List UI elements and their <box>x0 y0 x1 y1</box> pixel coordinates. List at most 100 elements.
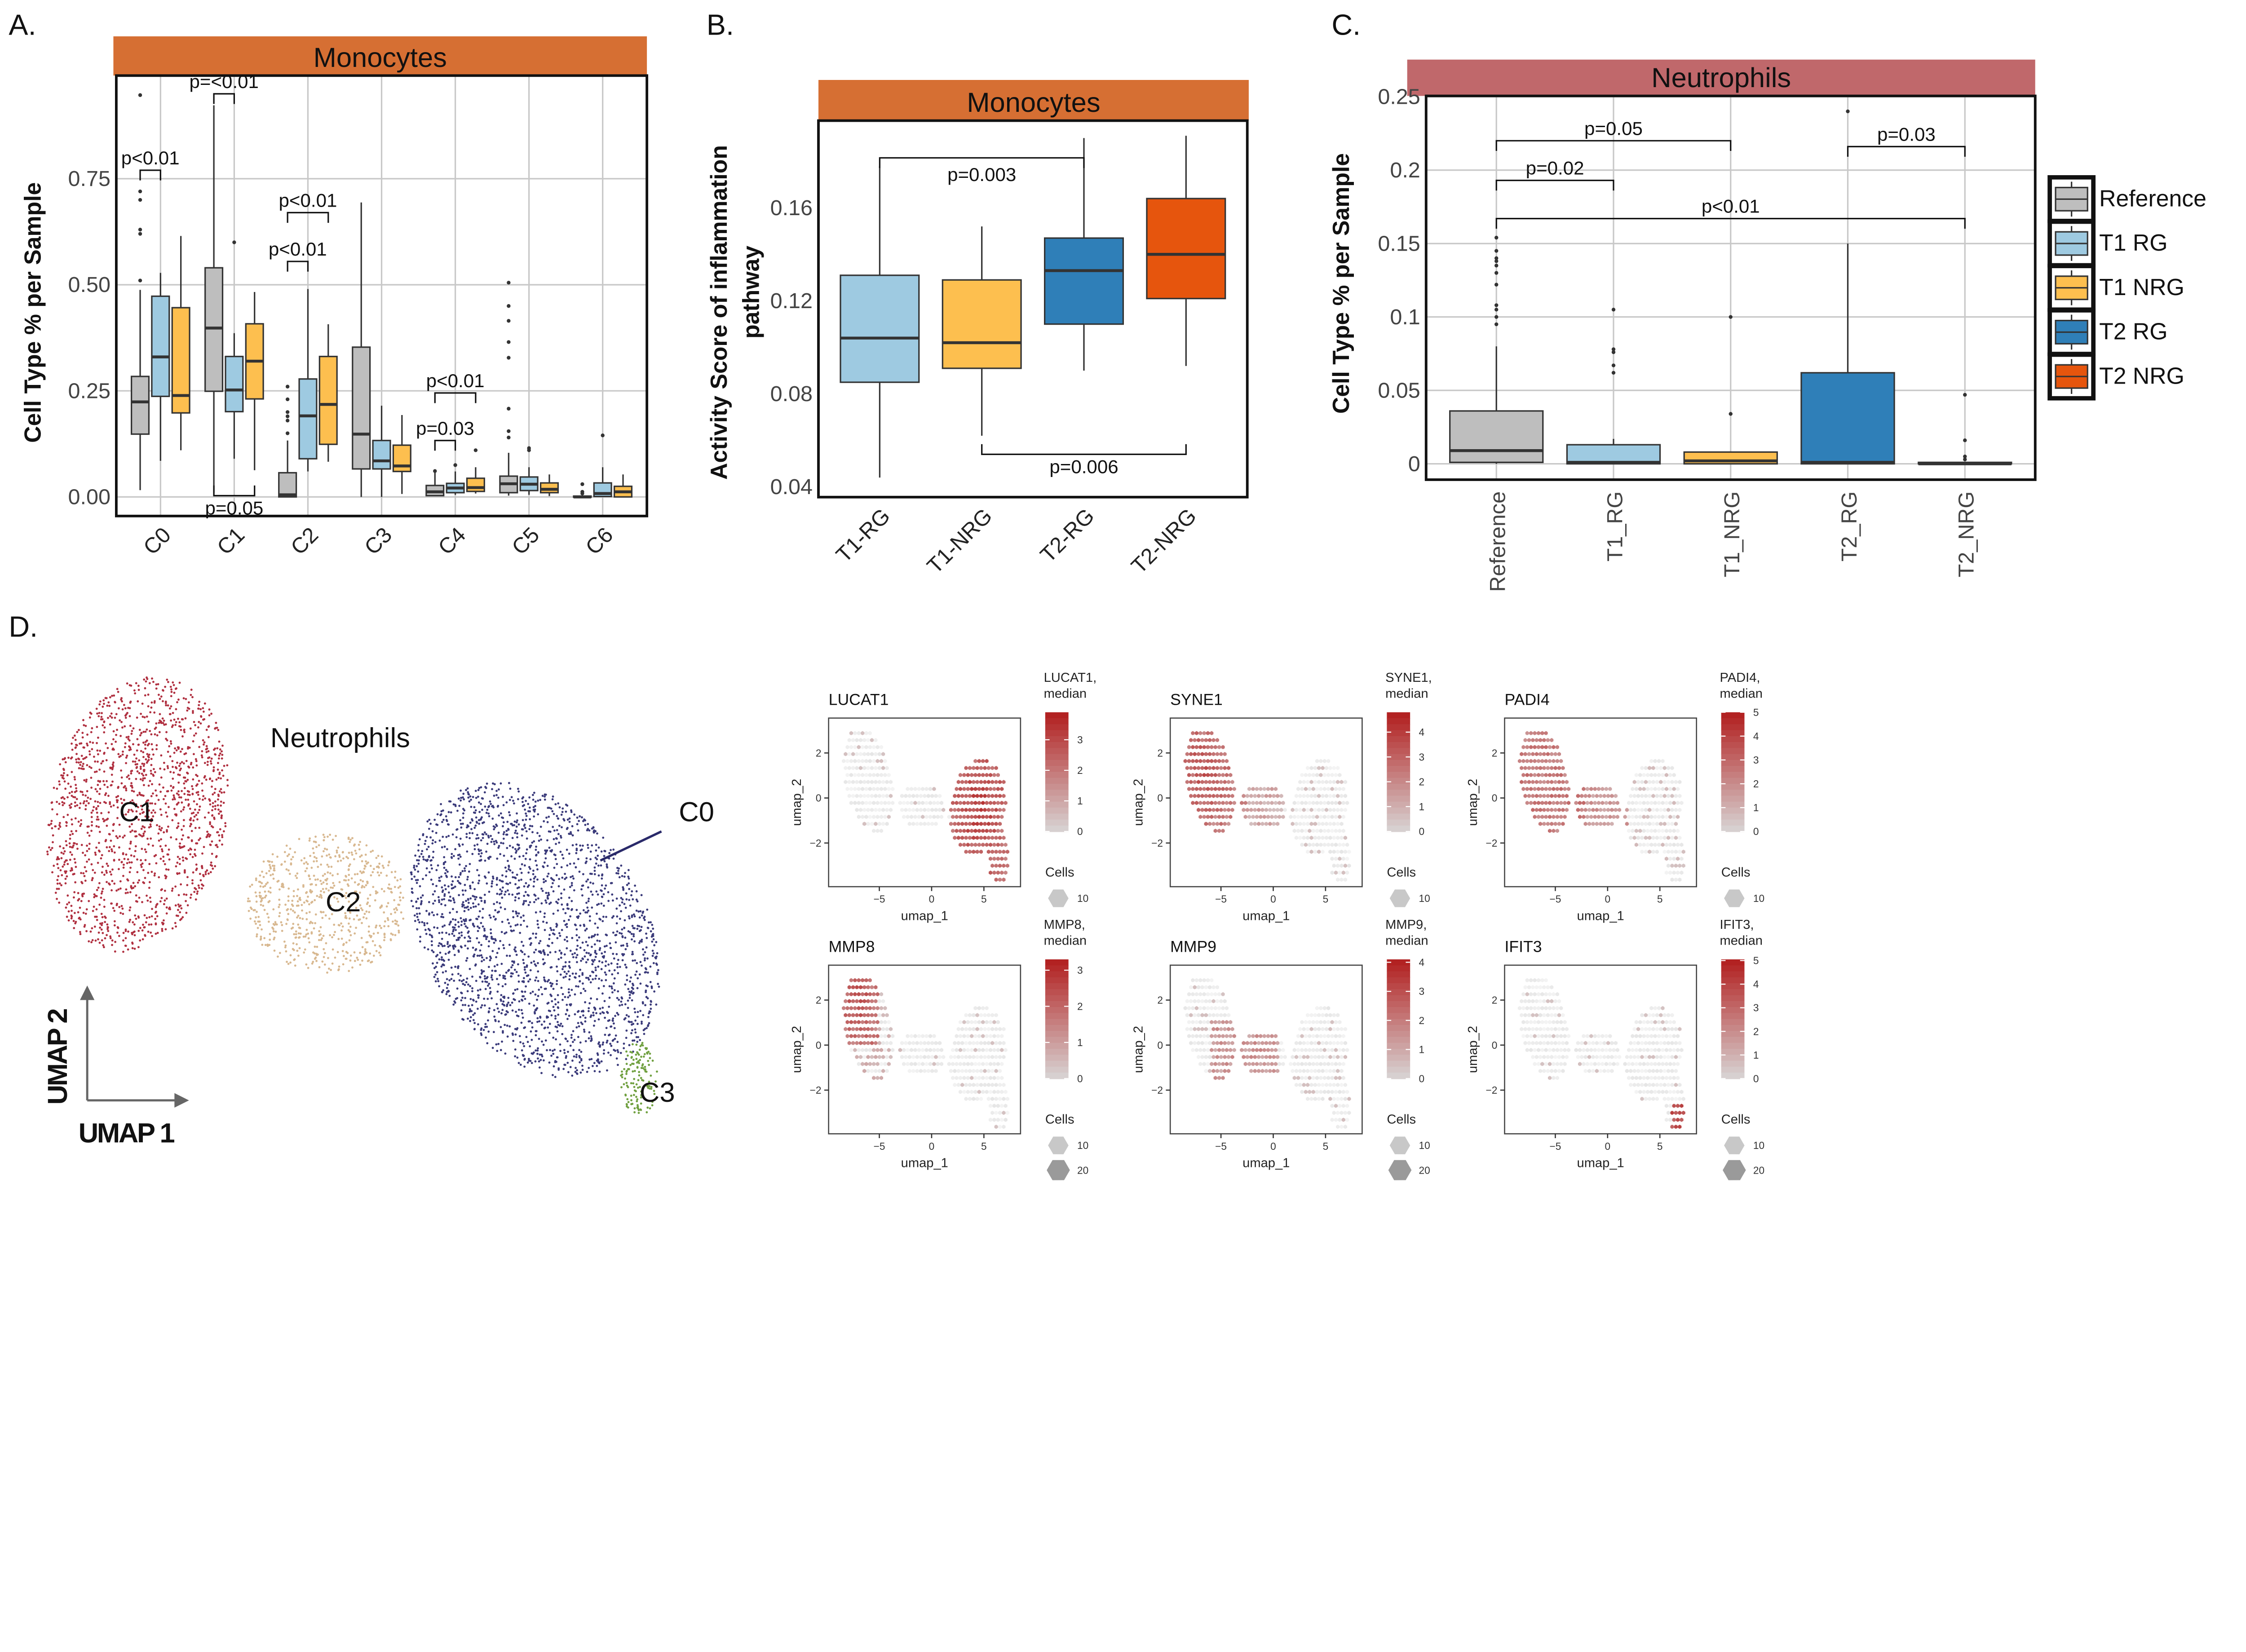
umap-point <box>561 876 564 879</box>
umap-point <box>634 884 637 887</box>
umap-point <box>491 997 493 1000</box>
umap-point <box>130 808 133 811</box>
box-outlier <box>507 281 511 285</box>
hex-bin <box>973 828 977 833</box>
box-body <box>130 375 150 435</box>
umap-point <box>59 869 62 871</box>
umap-point <box>419 885 421 888</box>
umap-point <box>187 701 190 704</box>
hex-bin <box>883 800 887 805</box>
umap-point <box>131 785 133 787</box>
umap-point <box>96 818 98 821</box>
umap-point <box>582 988 585 990</box>
umap-point <box>521 1012 524 1015</box>
umap-point <box>71 833 74 835</box>
umap-point <box>134 835 137 838</box>
x-tick-label: T2_RG <box>1837 491 1861 561</box>
umap-point <box>402 917 405 920</box>
umap-point <box>143 716 146 719</box>
umap-point <box>420 853 423 855</box>
umap-point <box>107 865 109 867</box>
umap-point <box>320 939 323 941</box>
umap-point <box>464 906 466 909</box>
hex-bin <box>936 800 940 805</box>
umap-point <box>607 963 610 966</box>
umap-point <box>503 997 506 999</box>
umap-point <box>165 704 168 707</box>
umap-point <box>132 882 135 884</box>
umap-point <box>449 911 451 914</box>
umap-point <box>286 909 288 911</box>
hex-bin <box>979 822 983 826</box>
umap-point <box>601 884 603 887</box>
umap-point <box>355 852 358 855</box>
umap-point <box>641 914 643 917</box>
umap-point <box>559 835 562 837</box>
umap-point <box>652 928 654 930</box>
significance-bracket <box>1847 146 1966 157</box>
umap-point <box>547 892 550 894</box>
umap-point <box>544 988 546 990</box>
umap-point <box>445 993 448 995</box>
umap-point <box>123 857 126 860</box>
umap-point <box>451 833 454 836</box>
umap-point <box>593 829 596 832</box>
hex-bin <box>913 800 917 805</box>
umap-point <box>148 863 151 866</box>
umap-point <box>531 990 534 993</box>
umap-point <box>186 876 189 879</box>
umap-point <box>531 831 534 834</box>
umap-point <box>507 868 510 870</box>
umap-point <box>611 987 613 990</box>
umap-point <box>623 1068 626 1070</box>
umap-point <box>478 927 481 929</box>
umap-point <box>122 939 124 942</box>
umap-point <box>554 1003 557 1006</box>
umap-point <box>514 1048 517 1051</box>
umap-point <box>431 936 433 938</box>
hex-bin <box>968 849 972 854</box>
umap-point <box>478 910 481 913</box>
umap-point <box>111 944 113 946</box>
umap-point <box>601 1007 604 1009</box>
umap-point <box>429 822 432 825</box>
umap-point <box>422 858 425 861</box>
umap-point <box>509 869 512 872</box>
umap-point <box>117 795 119 797</box>
umap-point <box>599 1007 601 1010</box>
umap-point <box>370 935 372 937</box>
umap-point <box>108 846 111 848</box>
umap-point <box>540 986 542 989</box>
umap-point <box>480 1006 482 1009</box>
umap-point <box>176 873 179 875</box>
umap-point <box>425 874 427 877</box>
umap-point <box>350 851 353 854</box>
umap-point <box>615 897 618 900</box>
umap-point <box>411 905 414 908</box>
umap-point <box>174 922 177 924</box>
umap-point <box>491 817 494 820</box>
umap-point <box>66 894 69 897</box>
umap-point <box>140 732 142 735</box>
umap-point <box>507 828 510 831</box>
y-tick-label: 0.25 <box>68 379 110 403</box>
umap-point <box>443 893 446 896</box>
umap-point <box>520 916 522 919</box>
umap-point <box>349 934 352 936</box>
umap-point <box>516 1056 519 1059</box>
hex-bin <box>973 814 977 819</box>
umap-point <box>633 1039 636 1042</box>
hex-bin <box>1000 857 1004 861</box>
umap-point <box>527 955 530 958</box>
umap-point <box>354 843 356 846</box>
umap-point <box>179 769 181 772</box>
umap-point <box>528 796 531 799</box>
umap-point <box>160 754 163 757</box>
umap-point <box>527 980 530 983</box>
umap-point <box>508 799 511 801</box>
umap-point <box>70 917 73 920</box>
umap-point <box>100 857 102 860</box>
umap-point <box>169 755 172 758</box>
umap-point <box>548 934 551 936</box>
umap-point <box>342 857 345 860</box>
